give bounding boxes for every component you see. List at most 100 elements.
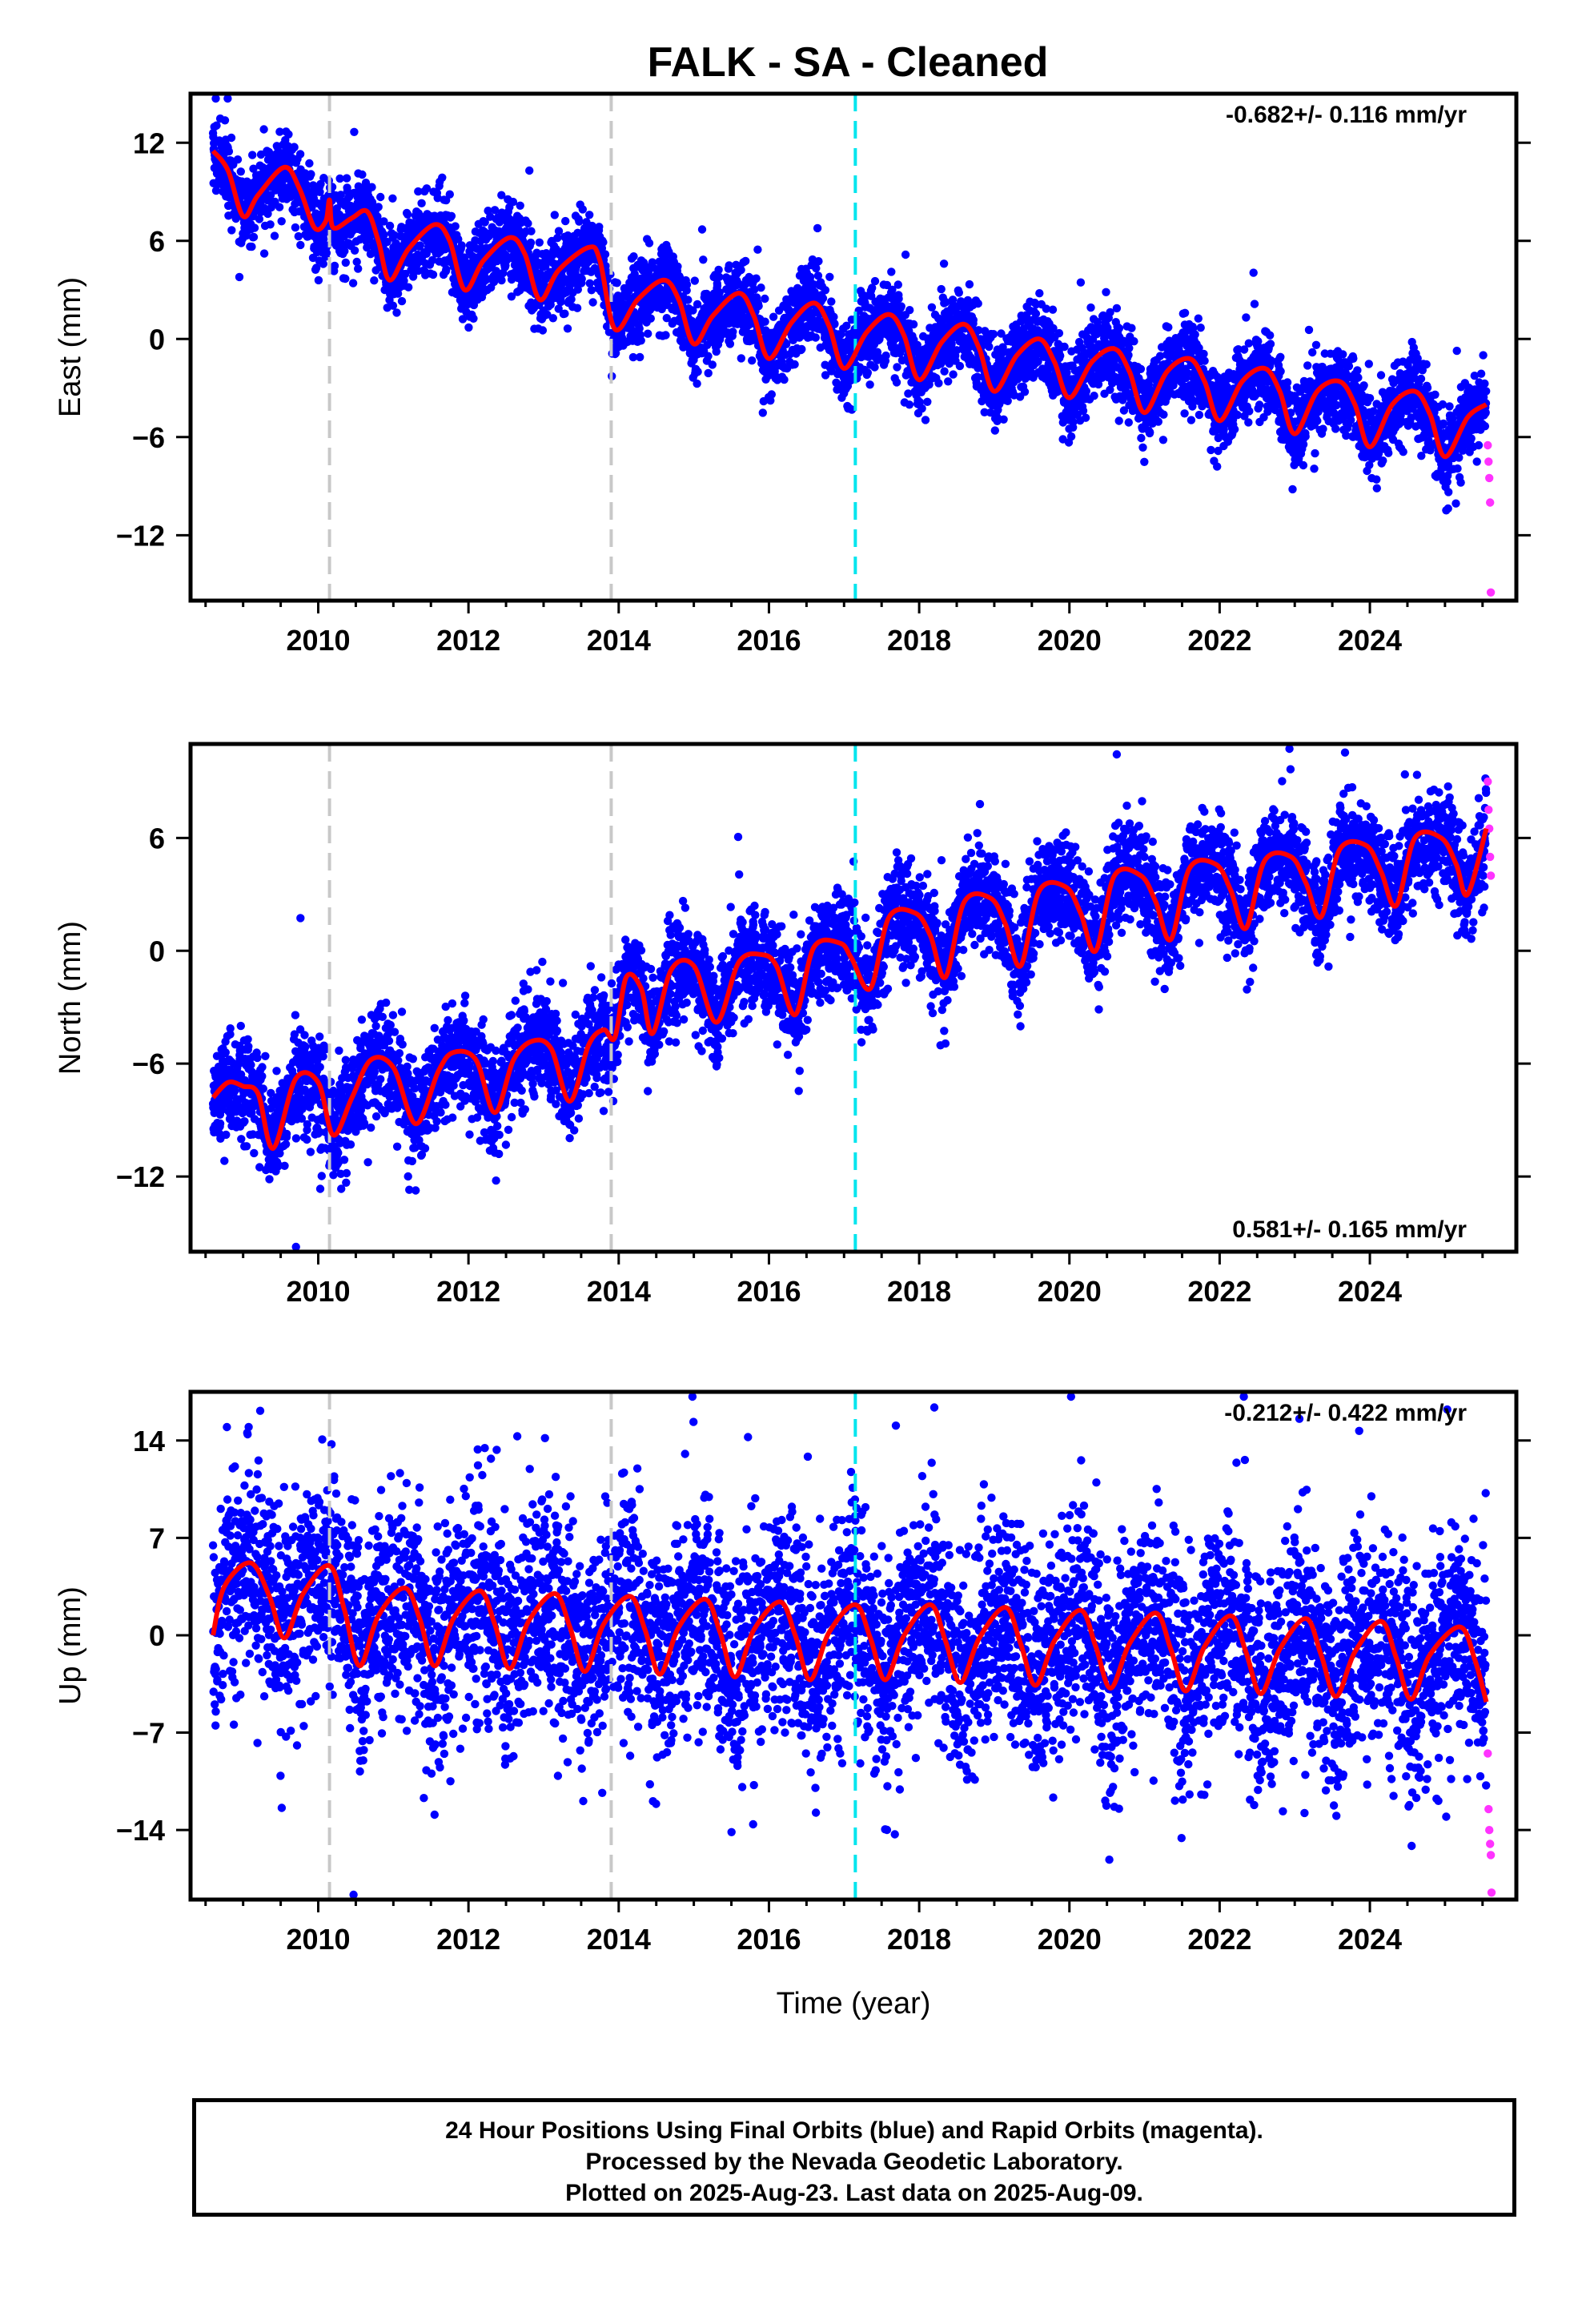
east-final-point: [955, 361, 965, 371]
east-final-point: [636, 336, 645, 345]
east-final-point: [1242, 313, 1251, 322]
east-final-point: [714, 265, 723, 275]
east-final-point: [704, 352, 713, 360]
east-final-point: [553, 234, 562, 243]
east-final-point: [780, 375, 789, 384]
east-final-point: [270, 231, 279, 240]
east-final-point: [737, 265, 745, 275]
east-final-point: [969, 316, 978, 324]
east-final-point: [1130, 337, 1138, 346]
east-final-point: [752, 274, 761, 283]
east-final-point: [684, 296, 693, 304]
east-final-point: [1048, 305, 1058, 314]
east-final-point: [223, 94, 232, 103]
east-final-point: [1114, 324, 1124, 333]
east-final-point: [1069, 418, 1078, 427]
east-final-point: [753, 245, 762, 254]
east-final-point: [1146, 428, 1154, 436]
east-final-point: [893, 363, 901, 372]
east-final-point: [404, 283, 413, 292]
east-final-point: [1136, 364, 1146, 373]
east-final-point: [550, 211, 559, 219]
east-final-point: [392, 308, 401, 317]
east-final-point: [303, 181, 311, 190]
east-final-point: [769, 312, 778, 321]
east-final-point: [358, 170, 367, 179]
east-final-point: [748, 356, 757, 365]
east-final-point: [259, 249, 269, 258]
east-final-point: [599, 238, 608, 247]
east-final-point: [397, 296, 407, 306]
east-final-point: [948, 296, 958, 304]
east-final-point: [661, 331, 670, 340]
east-final-point: [865, 380, 874, 389]
east-final-point: [1003, 396, 1012, 405]
east-final-point: [1140, 457, 1149, 466]
east-final-point: [284, 130, 293, 139]
east-final-point: [1090, 392, 1098, 400]
east-final-point: [1020, 388, 1030, 396]
east-final-point: [211, 94, 220, 103]
east-final-point: [892, 378, 901, 387]
east-final-point: [600, 250, 610, 259]
east-final-point: [307, 170, 315, 179]
east-final-point: [894, 294, 903, 304]
east-final-point: [212, 121, 221, 130]
east-final-point: [235, 272, 244, 282]
east-final-point: [575, 217, 584, 226]
east-final-point: [305, 159, 314, 168]
east-final-point: [1266, 331, 1275, 340]
east-final-point: [527, 227, 536, 235]
east-final-point: [1255, 400, 1264, 409]
east-final-point: [954, 288, 964, 297]
east-final-point: [887, 267, 896, 276]
east-final-point: [729, 328, 737, 336]
east-final-point: [315, 187, 324, 196]
east-final-point: [1191, 330, 1199, 339]
east-final-point: [516, 201, 524, 210]
east-final-point: [863, 368, 873, 377]
east-final-point: [525, 166, 534, 175]
east-final-point: [247, 242, 256, 251]
east-final-point: [758, 408, 767, 417]
east-final-point: [1230, 424, 1239, 434]
east-final-point: [263, 209, 272, 219]
east-final-point: [693, 368, 702, 376]
east-final-point: [939, 259, 949, 268]
east-final-point: [255, 215, 264, 223]
east-final-point: [699, 255, 708, 264]
east-final-point: [438, 173, 447, 182]
east-final-point: [927, 303, 937, 312]
east-final-point: [1276, 352, 1285, 361]
east-final-point: [897, 302, 905, 311]
east-final-point: [464, 323, 473, 332]
east-final-point: [376, 192, 385, 202]
east-final-point: [330, 261, 339, 271]
east-final-point: [1086, 303, 1095, 312]
east-final-point: [457, 241, 466, 250]
east-final-point: [548, 314, 557, 323]
east-final-point: [249, 164, 258, 173]
east-final-point: [342, 174, 351, 183]
east-final-point: [805, 272, 815, 282]
east-final-point: [1102, 287, 1110, 296]
east-final-point: [790, 360, 799, 369]
east-final-point: [697, 225, 707, 234]
east-final-point: [417, 199, 426, 207]
east-final-point: [588, 298, 597, 307]
east-final-point: [535, 238, 544, 247]
east-final-point: [1124, 418, 1134, 427]
east-final-point: [341, 258, 350, 267]
east-final-point: [442, 265, 451, 274]
east-final-point: [612, 279, 621, 287]
east-final-point: [577, 275, 586, 283]
east-final-point: [737, 354, 745, 363]
east-final-point: [370, 276, 379, 285]
east-final-point: [813, 223, 822, 233]
east-final-point: [974, 299, 982, 308]
east-final-point: [937, 284, 946, 294]
east-final-point: [1250, 300, 1259, 308]
east-final-point: [290, 143, 299, 152]
east-final-point: [275, 203, 284, 211]
east-final-point: [563, 324, 572, 333]
